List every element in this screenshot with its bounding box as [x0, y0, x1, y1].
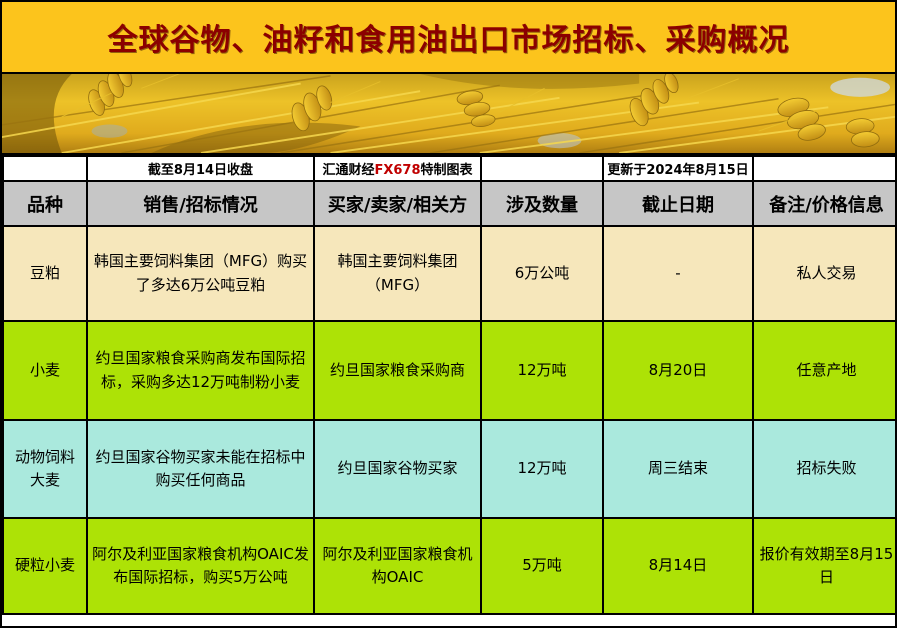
quantity-cell: 5万吨 [480, 517, 604, 615]
col-header-sales: 销售/招标情况 [86, 180, 315, 227]
page-title: 全球谷物、油籽和食用油出口市场招标、采购概况 [107, 23, 790, 58]
buyer-cell: 约旦国家谷物买家 [313, 419, 482, 519]
col-header-commodity: 品种 [2, 180, 88, 227]
meta-empty-cell [480, 155, 604, 182]
buyer-cell: 韩国主要饲料集团（MFG） [313, 225, 482, 322]
meta-empty-cell [752, 155, 895, 182]
deadline-cell: - [602, 225, 754, 322]
quantity-cell: 12万吨 [480, 320, 604, 421]
col-header-notes: 备注/价格信息 [752, 180, 895, 227]
source-suffix: 特制图表 [420, 163, 473, 178]
sales-cell: 约旦国家粮食采购商发布国际招标，采购多达12万吨制粉小麦 [86, 320, 315, 421]
deadline-cell: 周三结束 [602, 419, 754, 519]
notes-cell: 任意产地 [752, 320, 895, 421]
quantity-cell: 12万吨 [480, 419, 604, 519]
table-row-feed-barley: 动物饲料大麦 约旦国家谷物买家未能在招标中购买任何商品 约旦国家谷物买家 12万… [2, 419, 895, 519]
notes-cell: 私人交易 [752, 225, 895, 322]
commodity-cell: 小麦 [2, 320, 88, 421]
quantity-cell: 6万公吨 [480, 225, 604, 322]
col-header-deadline: 截止日期 [602, 180, 754, 227]
sales-cell: 约旦国家谷物买家未能在招标中购买任何商品 [86, 419, 315, 519]
sales-cell: 韩国主要饲料集团（MFG）购买了多达6万公吨豆粕 [86, 225, 315, 322]
table-row-durum-wheat: 硬粒小麦 阿尔及利亚国家粮食机构OAIC发布国际招标，购买5万公吨 阿尔及利亚国… [2, 517, 895, 615]
commodity-cell: 硬粒小麦 [2, 517, 88, 615]
wheat-photo [2, 72, 895, 155]
wheat-photo-art [2, 74, 895, 153]
table-row-wheat: 小麦 约旦国家粮食采购商发布国际招标，采购多达12万吨制粉小麦 约旦国家粮食采购… [2, 320, 895, 421]
table-row-soymeal: 豆粕 韩国主要饲料集团（MFG）购买了多达6万公吨豆粕 韩国主要饲料集团（MFG… [2, 225, 895, 322]
notes-cell: 招标失败 [752, 419, 895, 519]
commodity-cell: 动物饲料大麦 [2, 419, 88, 519]
buyer-cell: 约旦国家粮食采购商 [313, 320, 482, 421]
commodity-cell: 豆粕 [2, 225, 88, 322]
deadline-cell: 8月14日 [602, 517, 754, 615]
meta-row: 截至8月14日收盘 汇通财经FX678特制图表 更新于2024年8月15日 [2, 155, 895, 182]
tenders-table: 截至8月14日收盘 汇通财经FX678特制图表 更新于2024年8月15日 品种… [2, 155, 895, 615]
as-of-label: 截至8月14日收盘 [86, 155, 315, 182]
notes-cell: 报价有效期至8月15日 [752, 517, 895, 615]
sales-cell: 阿尔及利亚国家粮食机构OAIC发布国际招标，购买5万公吨 [86, 517, 315, 615]
meta-empty-cell [2, 155, 88, 182]
title-banner: 全球谷物、油籽和食用油出口市场招标、采购概况 [2, 2, 895, 72]
buyer-cell: 阿尔及利亚国家粮食机构OAIC [313, 517, 482, 615]
source-brand: FX678 [374, 163, 421, 178]
source-label: 汇通财经FX678特制图表 [313, 155, 482, 182]
header-row: 品种 销售/招标情况 买家/卖家/相关方 涉及数量 截止日期 备注/价格信息 [2, 180, 895, 227]
deadline-cell: 8月20日 [602, 320, 754, 421]
updated-label: 更新于2024年8月15日 [602, 155, 754, 182]
col-header-buyer: 买家/卖家/相关方 [313, 180, 482, 227]
col-header-quantity: 涉及数量 [480, 180, 604, 227]
source-prefix: 汇通财经 [322, 163, 375, 178]
